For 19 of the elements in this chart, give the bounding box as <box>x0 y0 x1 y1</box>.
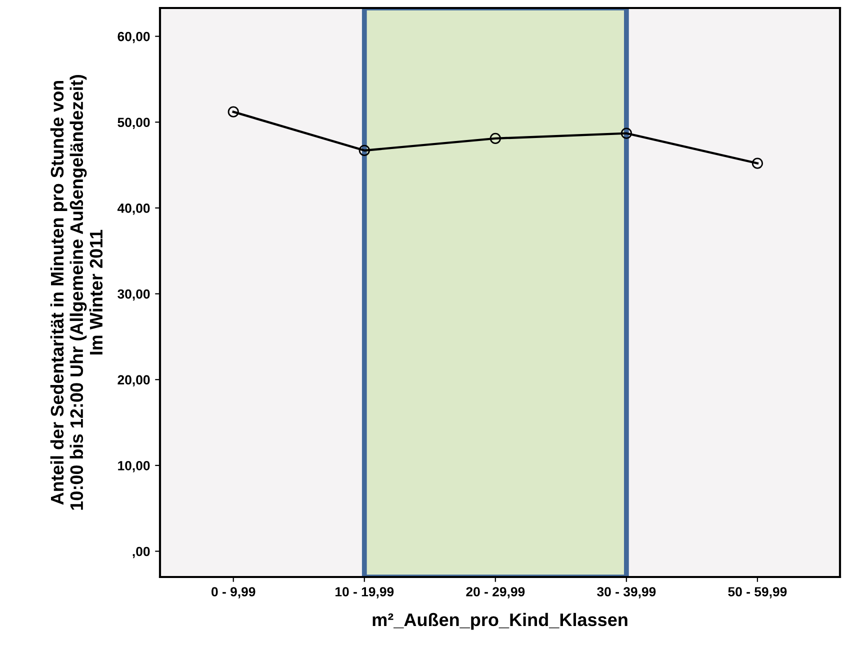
x-tick-label: 20 - 29,99 <box>466 587 525 598</box>
y-axis-title: Anteil der Sedentarität in Minuten pro Stunde von 10:00 bis 12:00 Uhr (Allgemeine Außengeländezeit) Im Winter 2011 <box>50 74 103 510</box>
y-tick-label: ,00 <box>132 546 150 558</box>
y-tick-label: 20,00 <box>118 375 150 386</box>
point <box>490 132 501 144</box>
y-tick-label: 60,00 <box>118 32 150 44</box>
point <box>620 128 632 139</box>
x-tick-label: 0 - 9,99 <box>212 587 256 598</box>
point <box>752 158 764 169</box>
point <box>228 106 239 118</box>
x-tick-label: 10 - 19,99 <box>336 587 394 598</box>
x-axis-title: m²_Außen_pro_Kind_Klassen <box>372 612 628 630</box>
x-tick-label: 30 - 39,99 <box>597 587 656 598</box>
y-tick-label: 40,00 <box>117 204 150 215</box>
y-tick-label: 50,00 <box>118 118 150 129</box>
y-tick-label: 10,00 <box>118 461 150 472</box>
y-tick-label: 30,00 <box>118 289 150 301</box>
point <box>358 144 370 156</box>
x-tick-label: 50 - 59,99 <box>728 587 787 598</box>
